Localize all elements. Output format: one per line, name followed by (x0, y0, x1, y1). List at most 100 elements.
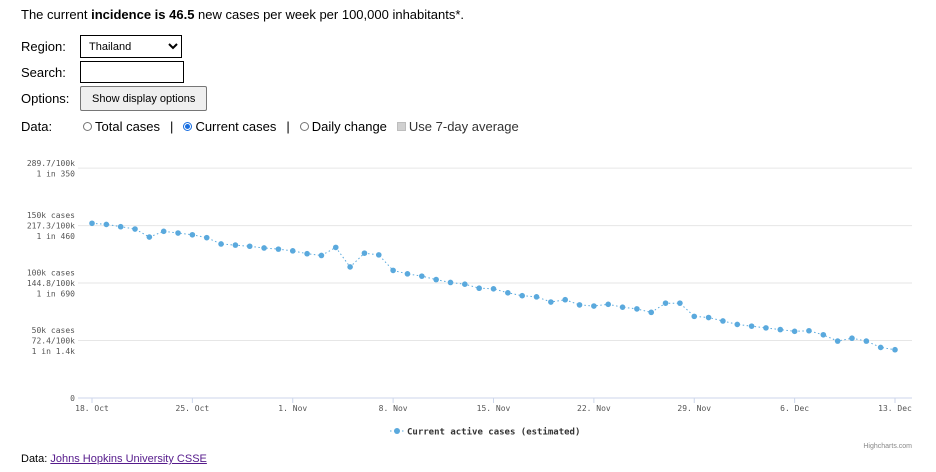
data-point[interactable] (419, 273, 425, 279)
data-point[interactable] (777, 326, 784, 333)
y-tick-label: 50k cases (32, 326, 76, 335)
data-point[interactable] (605, 301, 612, 308)
data-point[interactable] (246, 243, 253, 250)
data-point[interactable] (175, 230, 181, 236)
radio-daily-change[interactable]: Daily change (299, 119, 387, 134)
data-point[interactable] (505, 290, 511, 296)
show-display-options-button[interactable]: Show display options (80, 86, 208, 111)
y-tick-label: 217.3/100k (27, 222, 75, 231)
radio-current-cases[interactable]: Current cases (183, 119, 276, 134)
data-point[interactable] (476, 285, 482, 292)
data-point[interactable] (791, 328, 798, 335)
radio-total-cases[interactable]: Total cases (83, 119, 160, 134)
data-point[interactable] (619, 304, 626, 310)
data-point[interactable] (404, 271, 411, 277)
data-point[interactable] (834, 338, 841, 344)
y-tick-label: 1 in 350 (36, 169, 75, 178)
legend[interactable]: Current active cases (estimated) (390, 427, 580, 438)
data-point[interactable] (562, 296, 568, 303)
x-tick-label: 13. Dec (878, 404, 912, 413)
data-point[interactable] (232, 242, 239, 248)
data-point[interactable] (576, 302, 583, 308)
data-label: Data: (21, 119, 53, 134)
data-point[interactable] (591, 303, 597, 309)
data-point[interactable] (218, 241, 224, 247)
data-point[interactable] (318, 252, 325, 259)
y-tick-label: 150k cases (27, 211, 75, 220)
y-tick-label: 1 in 1.4k (32, 347, 76, 356)
data-point[interactable] (375, 252, 382, 258)
radio-daily-change-dot[interactable] (299, 122, 309, 131)
x-axis: 18. Oct 25. Oct 1. Nov 8. Nov 15. Nov 22. Nov… (75, 397, 912, 413)
data-point[interactable] (275, 246, 282, 252)
radio-daily-change-label[interactable]: Daily change (311, 119, 387, 134)
data-point[interactable] (103, 221, 110, 228)
data-point[interactable] (361, 250, 368, 256)
chart-grid (78, 167, 912, 342)
region-row: Region: Thailand (21, 35, 182, 58)
data-point[interactable] (160, 228, 167, 235)
data-point[interactable] (892, 346, 898, 353)
data-point[interactable] (877, 344, 884, 351)
data-point[interactable] (748, 323, 755, 329)
data-point[interactable] (347, 264, 353, 270)
x-tick-label: 6. Dec (780, 404, 809, 413)
data-point[interactable] (648, 309, 655, 316)
data-point[interactable] (203, 234, 210, 241)
data-point[interactable] (705, 314, 712, 321)
x-tick-label: 15. Nov (477, 404, 511, 413)
footer-prefix: Data: (21, 453, 51, 465)
data-point[interactable] (189, 231, 196, 238)
radio-total-cases-label[interactable]: Total cases (95, 119, 161, 134)
legend-marker[interactable] (394, 428, 400, 434)
data-point[interactable] (519, 292, 525, 299)
search-row: Search: (21, 61, 184, 83)
data-point[interactable] (132, 226, 138, 232)
data-point[interactable] (490, 285, 497, 292)
incidence-headline: The current incidence is 46.5 new cases … (21, 7, 464, 22)
checkbox-seven-day-average[interactable]: Use 7-day average (396, 119, 519, 134)
data-point[interactable] (89, 220, 95, 227)
x-tick-label: 1. Nov (278, 404, 307, 413)
data-point[interactable] (261, 245, 267, 251)
legend-label[interactable]: Current active cases (estimated) (407, 427, 580, 438)
data-point[interactable] (691, 313, 698, 320)
data-point[interactable] (146, 234, 153, 240)
data-point[interactable] (662, 300, 669, 306)
checkbox-seven-day-average-box[interactable] (396, 122, 406, 131)
data-source-footer: Data: Johns Hopkins University CSSE (21, 453, 207, 465)
data-point[interactable] (117, 223, 124, 230)
data-point[interactable] (806, 327, 812, 334)
data-point[interactable] (447, 279, 454, 286)
region-select[interactable]: Thailand (80, 35, 182, 58)
data-point[interactable] (548, 299, 554, 305)
data-point[interactable] (304, 250, 310, 257)
data-point[interactable] (763, 325, 769, 331)
data-point[interactable] (863, 338, 870, 344)
johns-hopkins-link[interactable]: Johns Hopkins University CSSE (50, 453, 207, 465)
data-point[interactable] (390, 267, 396, 274)
headline-prefix: The current (21, 7, 92, 22)
data-point[interactable] (634, 306, 640, 312)
data-point[interactable] (677, 300, 683, 306)
data-point[interactable] (734, 321, 741, 328)
data-point[interactable] (433, 276, 439, 283)
radio-total-cases-dot[interactable] (83, 122, 92, 131)
radio-current-cases-label[interactable]: Current cases (195, 119, 277, 134)
checkbox-seven-day-average-label[interactable]: Use 7-day average (408, 119, 519, 134)
radio-current-cases-dot[interactable] (183, 122, 193, 131)
data-point[interactable] (849, 335, 855, 342)
data-point[interactable] (332, 244, 339, 251)
data-point[interactable] (533, 294, 540, 300)
search-input[interactable] (80, 61, 184, 83)
data-point[interactable] (462, 281, 468, 287)
highcharts-credits[interactable]: Highcharts.com (863, 443, 912, 450)
data-row: Data: Total cases | Current cases | Dail… (21, 119, 523, 134)
options-label: Options: (21, 91, 70, 106)
data-point[interactable] (720, 318, 726, 324)
y-tick-label: 1 in 460 (36, 232, 75, 241)
data-point[interactable] (289, 248, 296, 254)
data-point[interactable] (820, 331, 827, 338)
